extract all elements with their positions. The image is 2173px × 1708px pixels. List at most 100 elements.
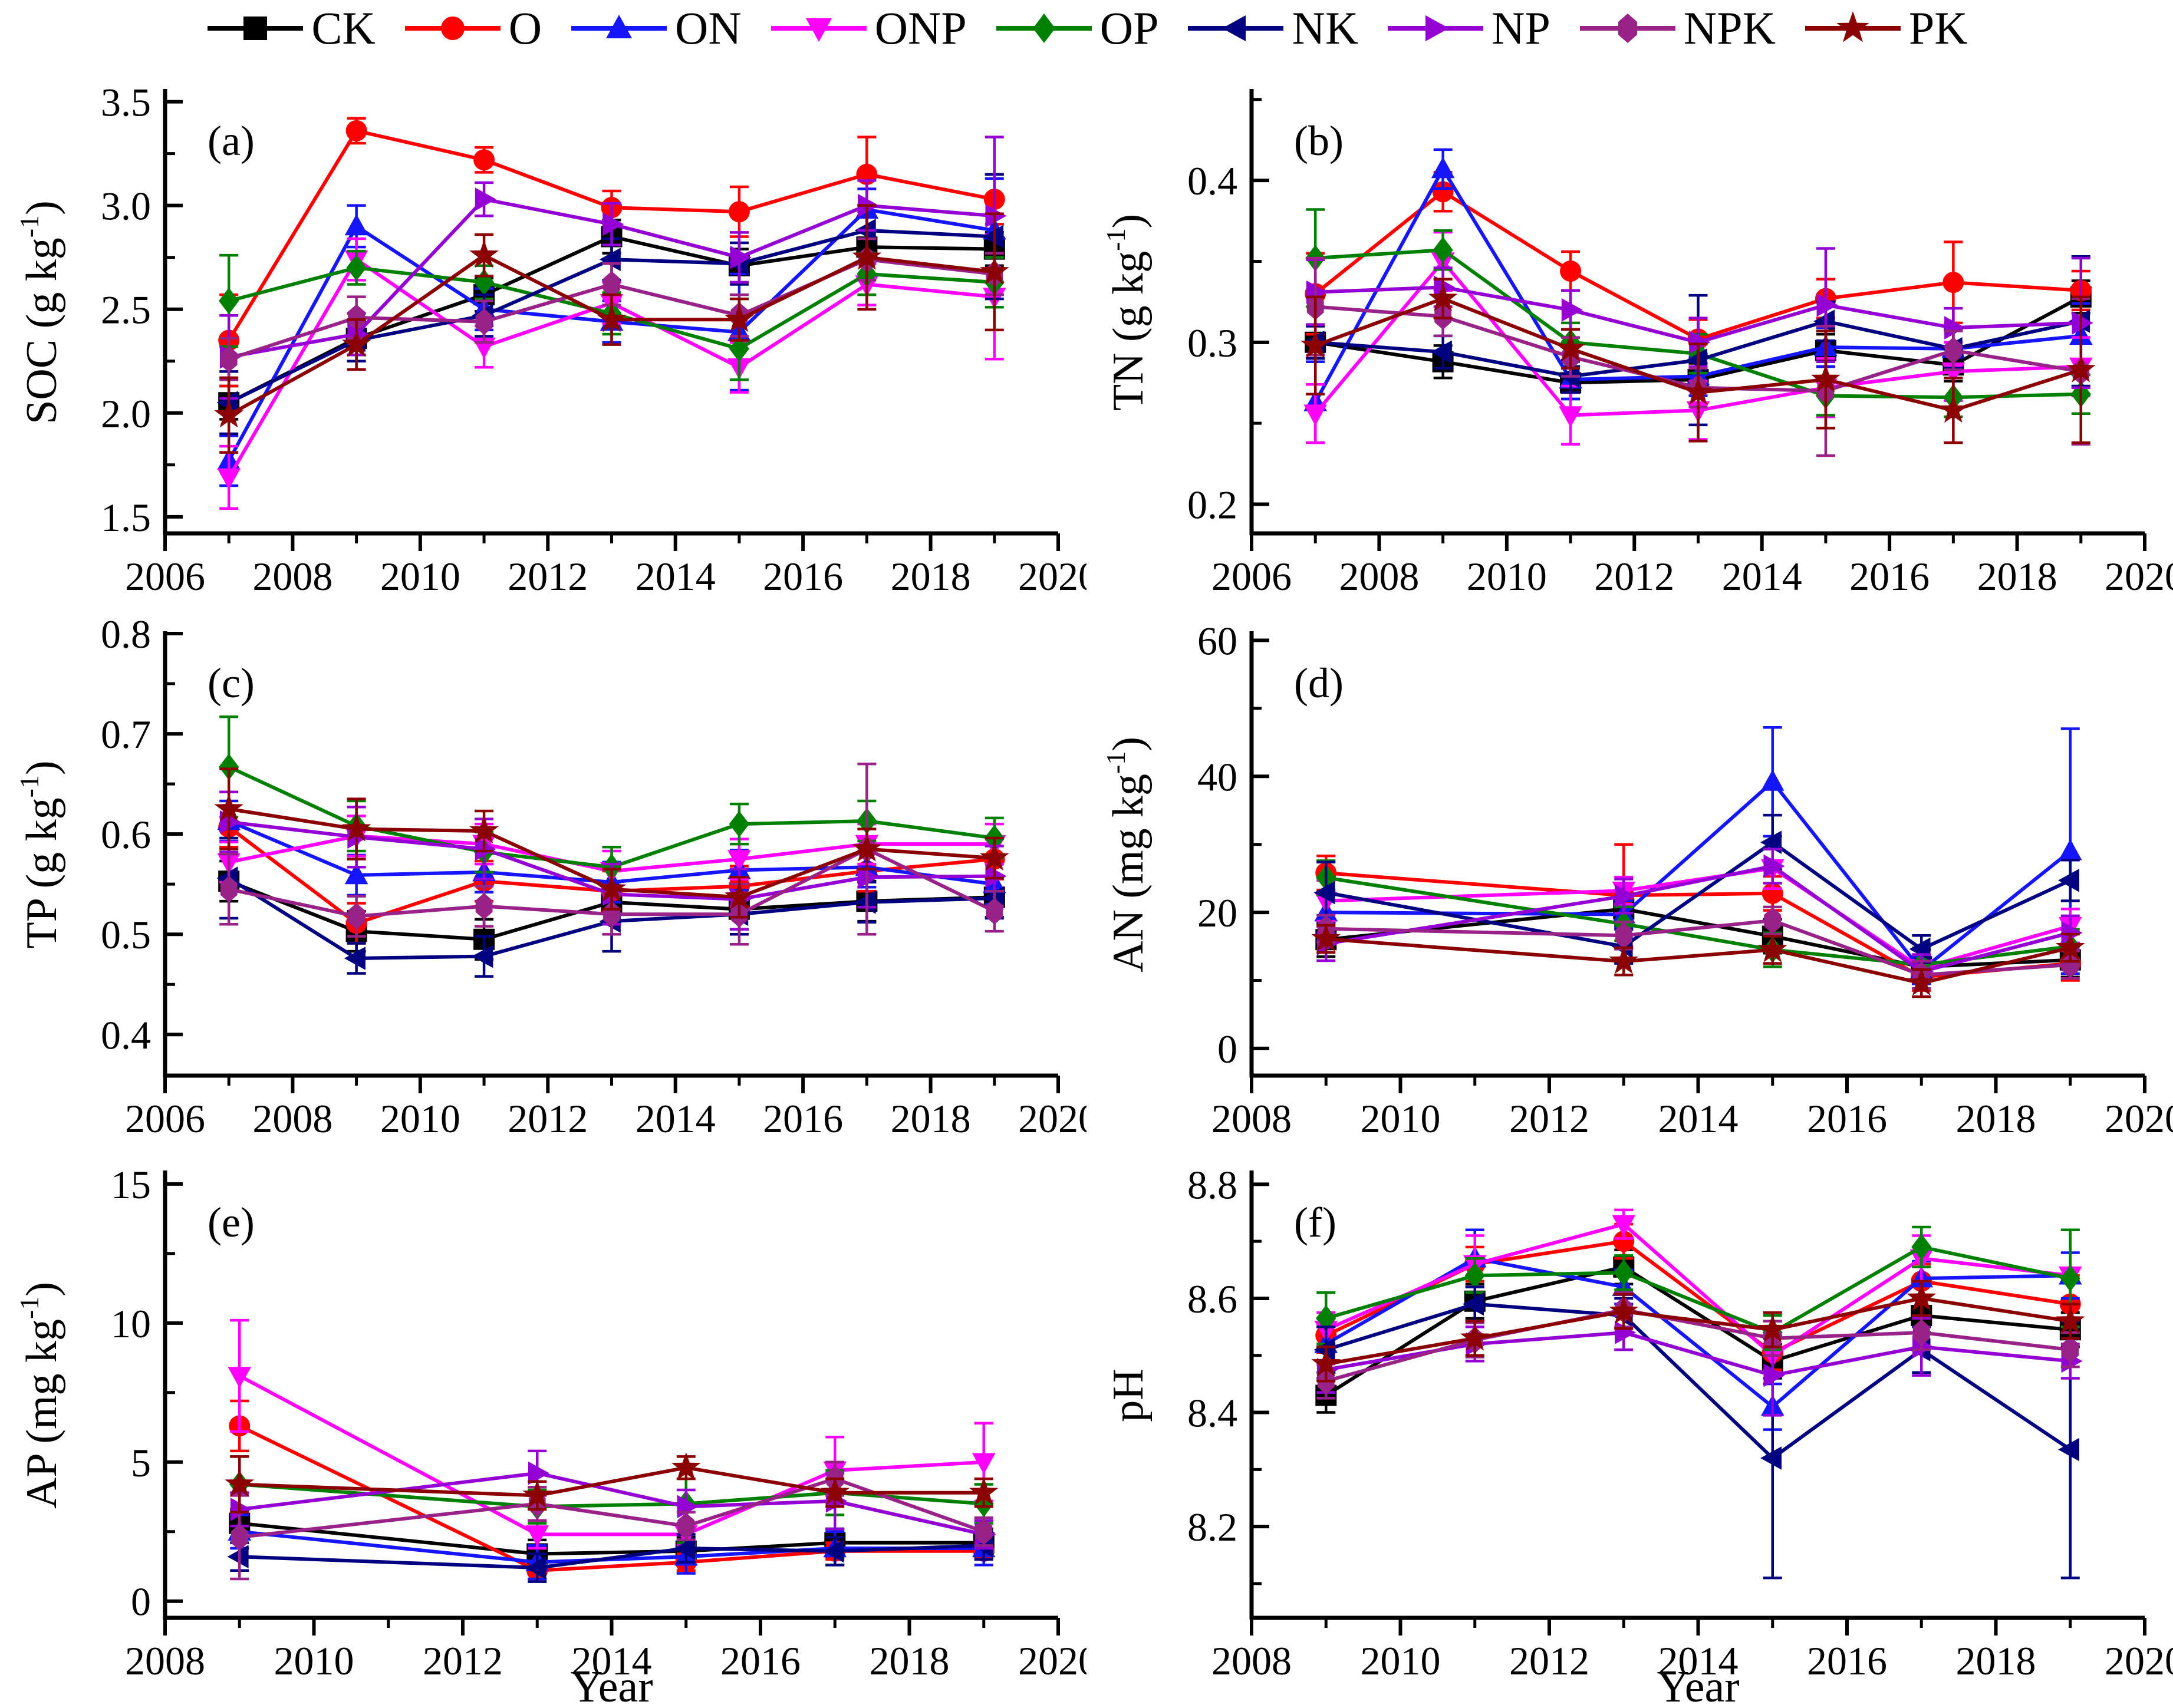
- pk-data-point: [522, 1480, 552, 1508]
- x-tick-label: 2010: [380, 554, 460, 599]
- pk-data-point: [341, 329, 371, 357]
- np-data-point: [2061, 921, 2083, 945]
- x-axis-label: Year: [1657, 1662, 1739, 1706]
- pk-data-point: [1938, 395, 1968, 423]
- legend-pk-marker: [1836, 11, 1869, 42]
- y-axis-label: TN (g kg-1): [1101, 214, 1153, 411]
- series-op: [1316, 1225, 2080, 1351]
- np-data-point: [858, 865, 880, 889]
- x-tick-label: 2014: [1722, 554, 1802, 599]
- series-line: [1325, 1257, 2070, 1409]
- pk-data-point: [214, 793, 243, 822]
- series-line: [1326, 866, 2071, 970]
- np-data-point: [985, 204, 1007, 228]
- onp-data-point: [1559, 406, 1582, 428]
- npk-data-point: [220, 876, 238, 903]
- y-tick-label: 0.4: [1187, 159, 1237, 203]
- nk-data-point: [674, 1536, 695, 1560]
- x-tick-label: 2012: [508, 554, 588, 599]
- series-line: [1325, 1302, 2072, 1460]
- y-tick-label: 0.6: [101, 812, 151, 857]
- np-data-point: [730, 245, 752, 269]
- nk-triangle-left-icon: [1188, 15, 1284, 41]
- pk-data-point: [214, 400, 243, 428]
- y-tick-label: 8.6: [1187, 1277, 1237, 1321]
- nk-data-point: [1813, 309, 1835, 333]
- npk-data-point: [986, 898, 1003, 925]
- on-data-point: [344, 214, 368, 236]
- legend-label: PK: [1908, 2, 1968, 54]
- x-tick-label: 2018: [870, 1638, 950, 1683]
- x-tick-label: 2012: [1594, 554, 1674, 599]
- y-tick-label: 40: [1197, 754, 1237, 799]
- op-data-point: [1433, 236, 1453, 263]
- legend-label: O: [508, 2, 542, 54]
- np-data-point: [1763, 854, 1785, 878]
- x-tick-label: 2014: [636, 554, 716, 599]
- series-np: [219, 136, 1007, 400]
- op-data-point: [346, 254, 367, 281]
- on-data-point: [1761, 769, 1785, 791]
- x-tick-label: 2018: [1977, 554, 2057, 599]
- x-tick-label: 2010: [1361, 1638, 1441, 1683]
- pk-data-point: [969, 1477, 999, 1505]
- panel-letter: (f): [1294, 1199, 1336, 1246]
- series-line: [1325, 1330, 2071, 1377]
- npk-data-point: [603, 271, 620, 298]
- x-tick-label: 2018: [1956, 1096, 2036, 1141]
- y-tick-label: 8.2: [1187, 1505, 1237, 1549]
- o-circle-icon: [404, 17, 501, 40]
- x-tick-label: 2018: [1956, 1638, 2036, 1683]
- series-pk: [1311, 1280, 2085, 1383]
- legend-op-marker: [1032, 14, 1055, 43]
- np-data-point: [985, 864, 1007, 888]
- on-data-point: [1431, 157, 1455, 179]
- on-data-point: [344, 863, 368, 885]
- nk-data-point: [472, 944, 493, 968]
- pk-data-point: [1757, 934, 1787, 962]
- op-data-point: [219, 288, 239, 315]
- pk-data-point: [225, 1469, 255, 1497]
- npk-data-point: [603, 901, 620, 928]
- op-data-point: [1316, 1305, 1336, 1332]
- pk-data-point: [2055, 932, 2085, 961]
- np-data-point: [1615, 884, 1636, 908]
- legend-o-marker: [440, 17, 465, 40]
- x-tick-label: 2016: [763, 554, 843, 599]
- x-tick-label: 2014: [1658, 1096, 1739, 1141]
- pk-data-point: [1428, 283, 1458, 311]
- x-tick-label: 2008: [1339, 554, 1419, 599]
- npk-data-point: [475, 308, 493, 335]
- npk-hexagon-icon: [1579, 14, 1675, 43]
- x-tick-label: 2018: [891, 554, 971, 599]
- onp-data-point: [972, 1453, 996, 1475]
- series-line: [1326, 779, 2072, 973]
- series-pk: [1311, 924, 2085, 998]
- x-tick-label: 2014: [572, 1638, 652, 1683]
- nk-data-point: [1760, 1446, 1782, 1470]
- o-data-point: [473, 149, 495, 171]
- x-tick-label: 2012: [1509, 1096, 1589, 1141]
- pk-data-point: [852, 833, 882, 862]
- pk-data-point: [1907, 968, 1937, 996]
- y-tick-label: 0: [1217, 1027, 1237, 1071]
- x-tick-label: 2006: [125, 1096, 205, 1141]
- npk-data-point: [1764, 907, 1782, 934]
- y-tick-label: 20: [1197, 891, 1237, 935]
- op-data-point: [2060, 1265, 2080, 1292]
- x-tick-label: 2008: [1211, 1096, 1292, 1141]
